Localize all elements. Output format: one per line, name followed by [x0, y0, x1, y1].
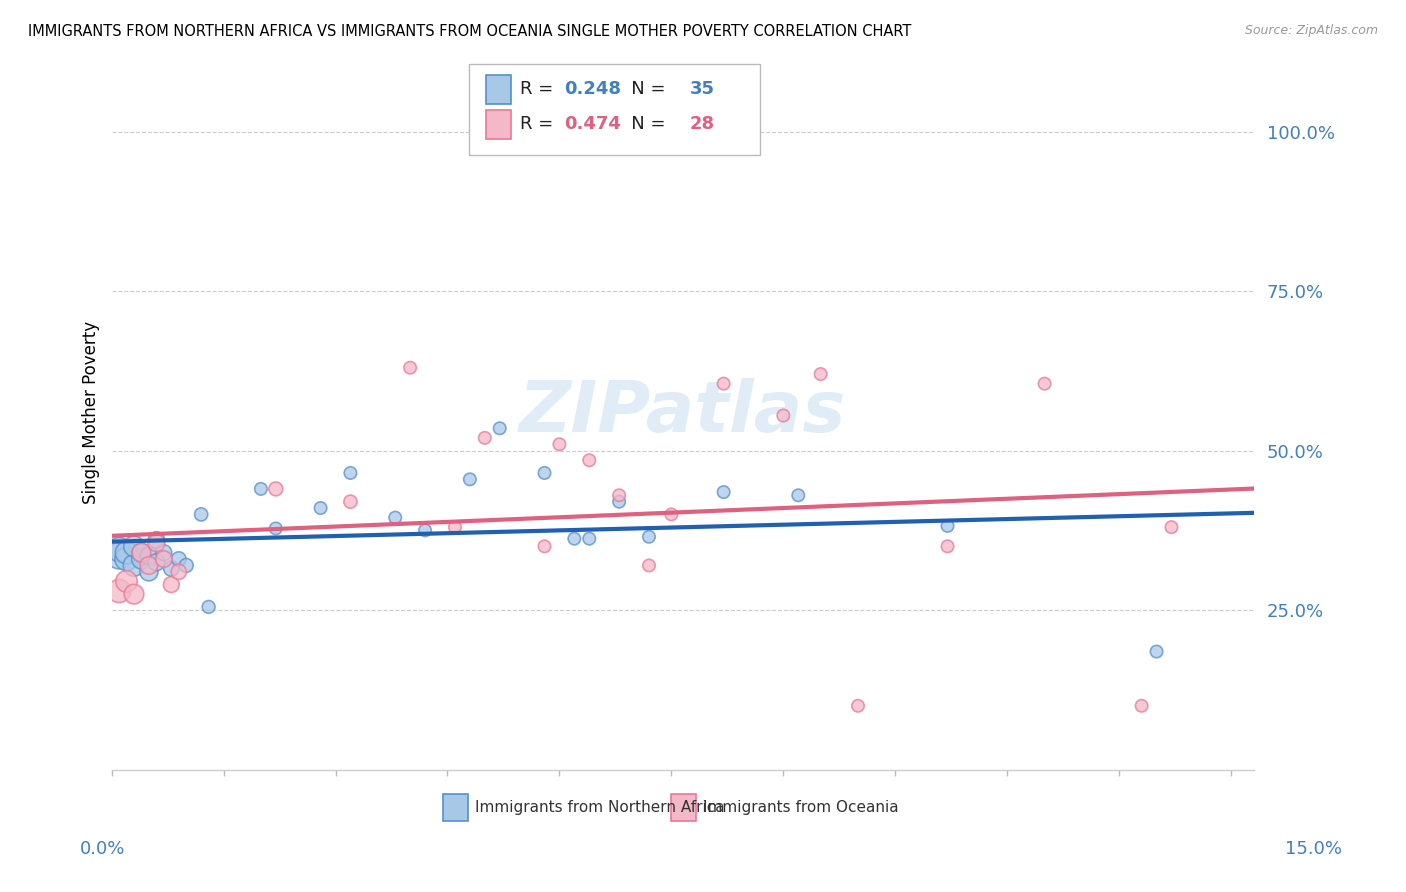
- Point: [787, 488, 810, 502]
- Point: [772, 409, 794, 423]
- Point: [533, 539, 555, 553]
- Point: [190, 508, 212, 522]
- Point: [444, 520, 467, 534]
- Point: [607, 488, 630, 502]
- FancyBboxPatch shape: [671, 794, 696, 821]
- Point: [936, 539, 959, 553]
- FancyBboxPatch shape: [443, 794, 468, 821]
- Y-axis label: Single Mother Poverty: Single Mother Poverty: [83, 321, 100, 504]
- Point: [250, 482, 273, 496]
- FancyBboxPatch shape: [486, 110, 512, 139]
- Point: [153, 546, 176, 560]
- Point: [339, 494, 361, 508]
- Text: Immigrants from Northern Africa: Immigrants from Northern Africa: [475, 800, 724, 815]
- Point: [122, 539, 145, 553]
- Point: [638, 558, 661, 573]
- Point: [474, 431, 496, 445]
- Point: [638, 530, 661, 544]
- Point: [1146, 644, 1168, 658]
- Point: [160, 561, 183, 575]
- Point: [197, 599, 219, 614]
- Point: [810, 367, 832, 381]
- Text: N =: N =: [614, 115, 671, 134]
- Point: [713, 376, 735, 391]
- Text: Immigrants from Oceania: Immigrants from Oceania: [703, 800, 898, 815]
- Point: [167, 565, 190, 579]
- Point: [384, 510, 406, 524]
- Point: [607, 494, 630, 508]
- Point: [131, 546, 153, 560]
- FancyBboxPatch shape: [486, 75, 512, 103]
- Text: 15.0%: 15.0%: [1285, 839, 1341, 857]
- Text: 35: 35: [689, 80, 714, 98]
- Point: [115, 546, 138, 560]
- Point: [145, 555, 167, 569]
- Text: 0.0%: 0.0%: [80, 839, 125, 857]
- Point: [108, 584, 131, 599]
- Point: [264, 482, 287, 496]
- Point: [264, 521, 287, 535]
- Point: [1160, 520, 1182, 534]
- Text: ZIPatlas: ZIPatlas: [519, 378, 846, 447]
- Point: [138, 565, 160, 579]
- Point: [488, 421, 510, 435]
- Point: [1033, 376, 1056, 391]
- Point: [339, 466, 361, 480]
- Point: [846, 698, 869, 713]
- Point: [115, 552, 138, 566]
- Text: 0.248: 0.248: [564, 80, 621, 98]
- Point: [578, 532, 600, 546]
- Point: [115, 574, 138, 589]
- Point: [399, 360, 422, 375]
- Text: IMMIGRANTS FROM NORTHERN AFRICA VS IMMIGRANTS FROM OCEANIA SINGLE MOTHER POVERTY: IMMIGRANTS FROM NORTHERN AFRICA VS IMMIG…: [28, 24, 911, 39]
- Point: [108, 549, 131, 563]
- Point: [458, 472, 481, 486]
- Point: [153, 552, 176, 566]
- Text: Source: ZipAtlas.com: Source: ZipAtlas.com: [1244, 24, 1378, 37]
- Text: R =: R =: [520, 115, 560, 134]
- Point: [145, 533, 167, 547]
- Text: N =: N =: [614, 80, 671, 98]
- Text: R =: R =: [520, 80, 560, 98]
- Point: [131, 546, 153, 560]
- Point: [713, 485, 735, 500]
- Point: [122, 558, 145, 573]
- Point: [138, 549, 160, 563]
- Point: [131, 552, 153, 566]
- Point: [548, 437, 571, 451]
- Point: [160, 577, 183, 591]
- Point: [564, 532, 586, 546]
- Point: [578, 453, 600, 467]
- Point: [413, 524, 436, 538]
- Point: [661, 508, 683, 522]
- Point: [936, 519, 959, 533]
- Point: [167, 552, 190, 566]
- Point: [1130, 698, 1153, 713]
- Point: [533, 466, 555, 480]
- Text: 0.474: 0.474: [564, 115, 620, 134]
- Point: [138, 558, 160, 573]
- Point: [122, 587, 145, 601]
- Point: [174, 558, 197, 573]
- Point: [309, 501, 332, 516]
- FancyBboxPatch shape: [470, 63, 761, 155]
- Point: [145, 536, 167, 550]
- Text: 28: 28: [689, 115, 714, 134]
- Point: [108, 542, 131, 557]
